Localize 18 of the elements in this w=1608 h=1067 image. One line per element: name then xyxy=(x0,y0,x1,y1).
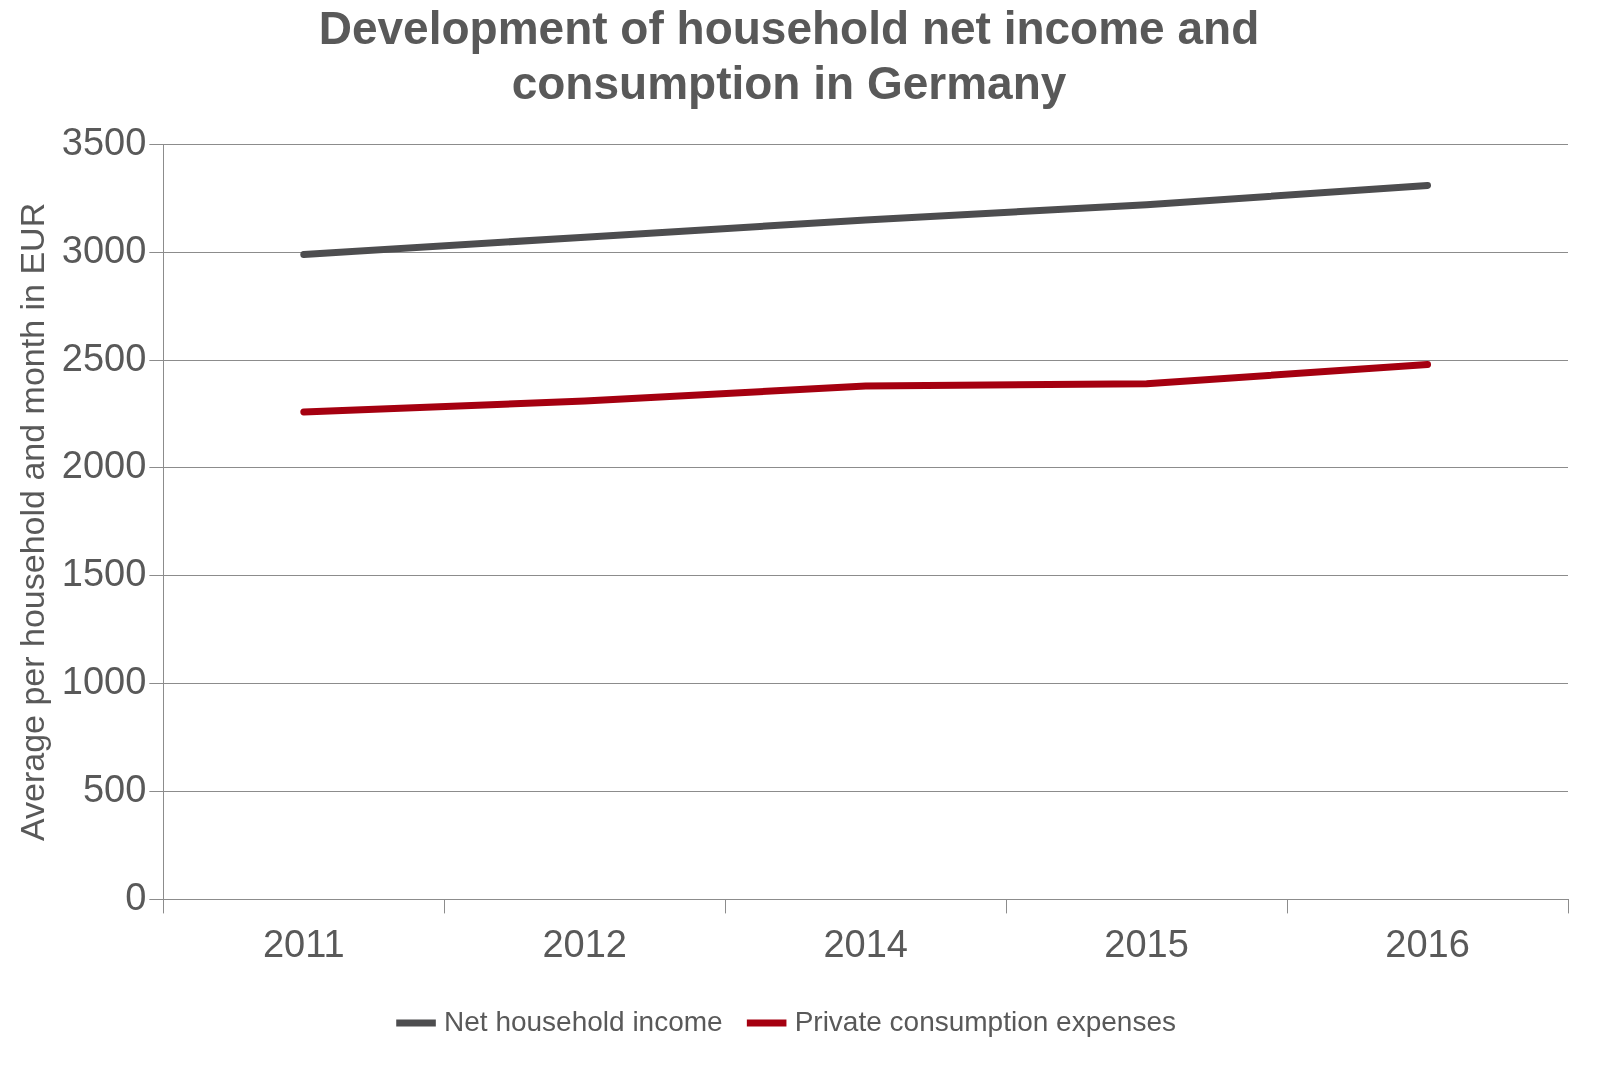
text: Development of household net income and xyxy=(318,2,1260,55)
y-tick-label: 1500 xyxy=(61,552,147,595)
x-tick-label: 2014 xyxy=(823,922,908,965)
legend-label: Net household income xyxy=(444,1005,723,1037)
y-tick-label: 2000 xyxy=(61,444,147,487)
y-tick-label: 1000 xyxy=(61,660,147,703)
y-tick-label: 0 xyxy=(125,875,147,918)
x-tick-label: 2016 xyxy=(1385,922,1470,965)
text: consumption in Germany xyxy=(511,57,1067,110)
y-tick-label: 3500 xyxy=(61,120,147,163)
x-tick-label: 2015 xyxy=(1104,922,1189,965)
y-axis-title: Average per household and month in EUR xyxy=(12,202,51,842)
y-tick-label: 2500 xyxy=(61,336,147,379)
y-tick-label: 3000 xyxy=(61,228,147,271)
y-tick-label: 500 xyxy=(82,768,147,811)
x-tick-label: 2012 xyxy=(542,922,628,965)
legend-label: Private consumption expenses xyxy=(794,1005,1176,1037)
x-tick-label: 2011 xyxy=(262,922,345,965)
